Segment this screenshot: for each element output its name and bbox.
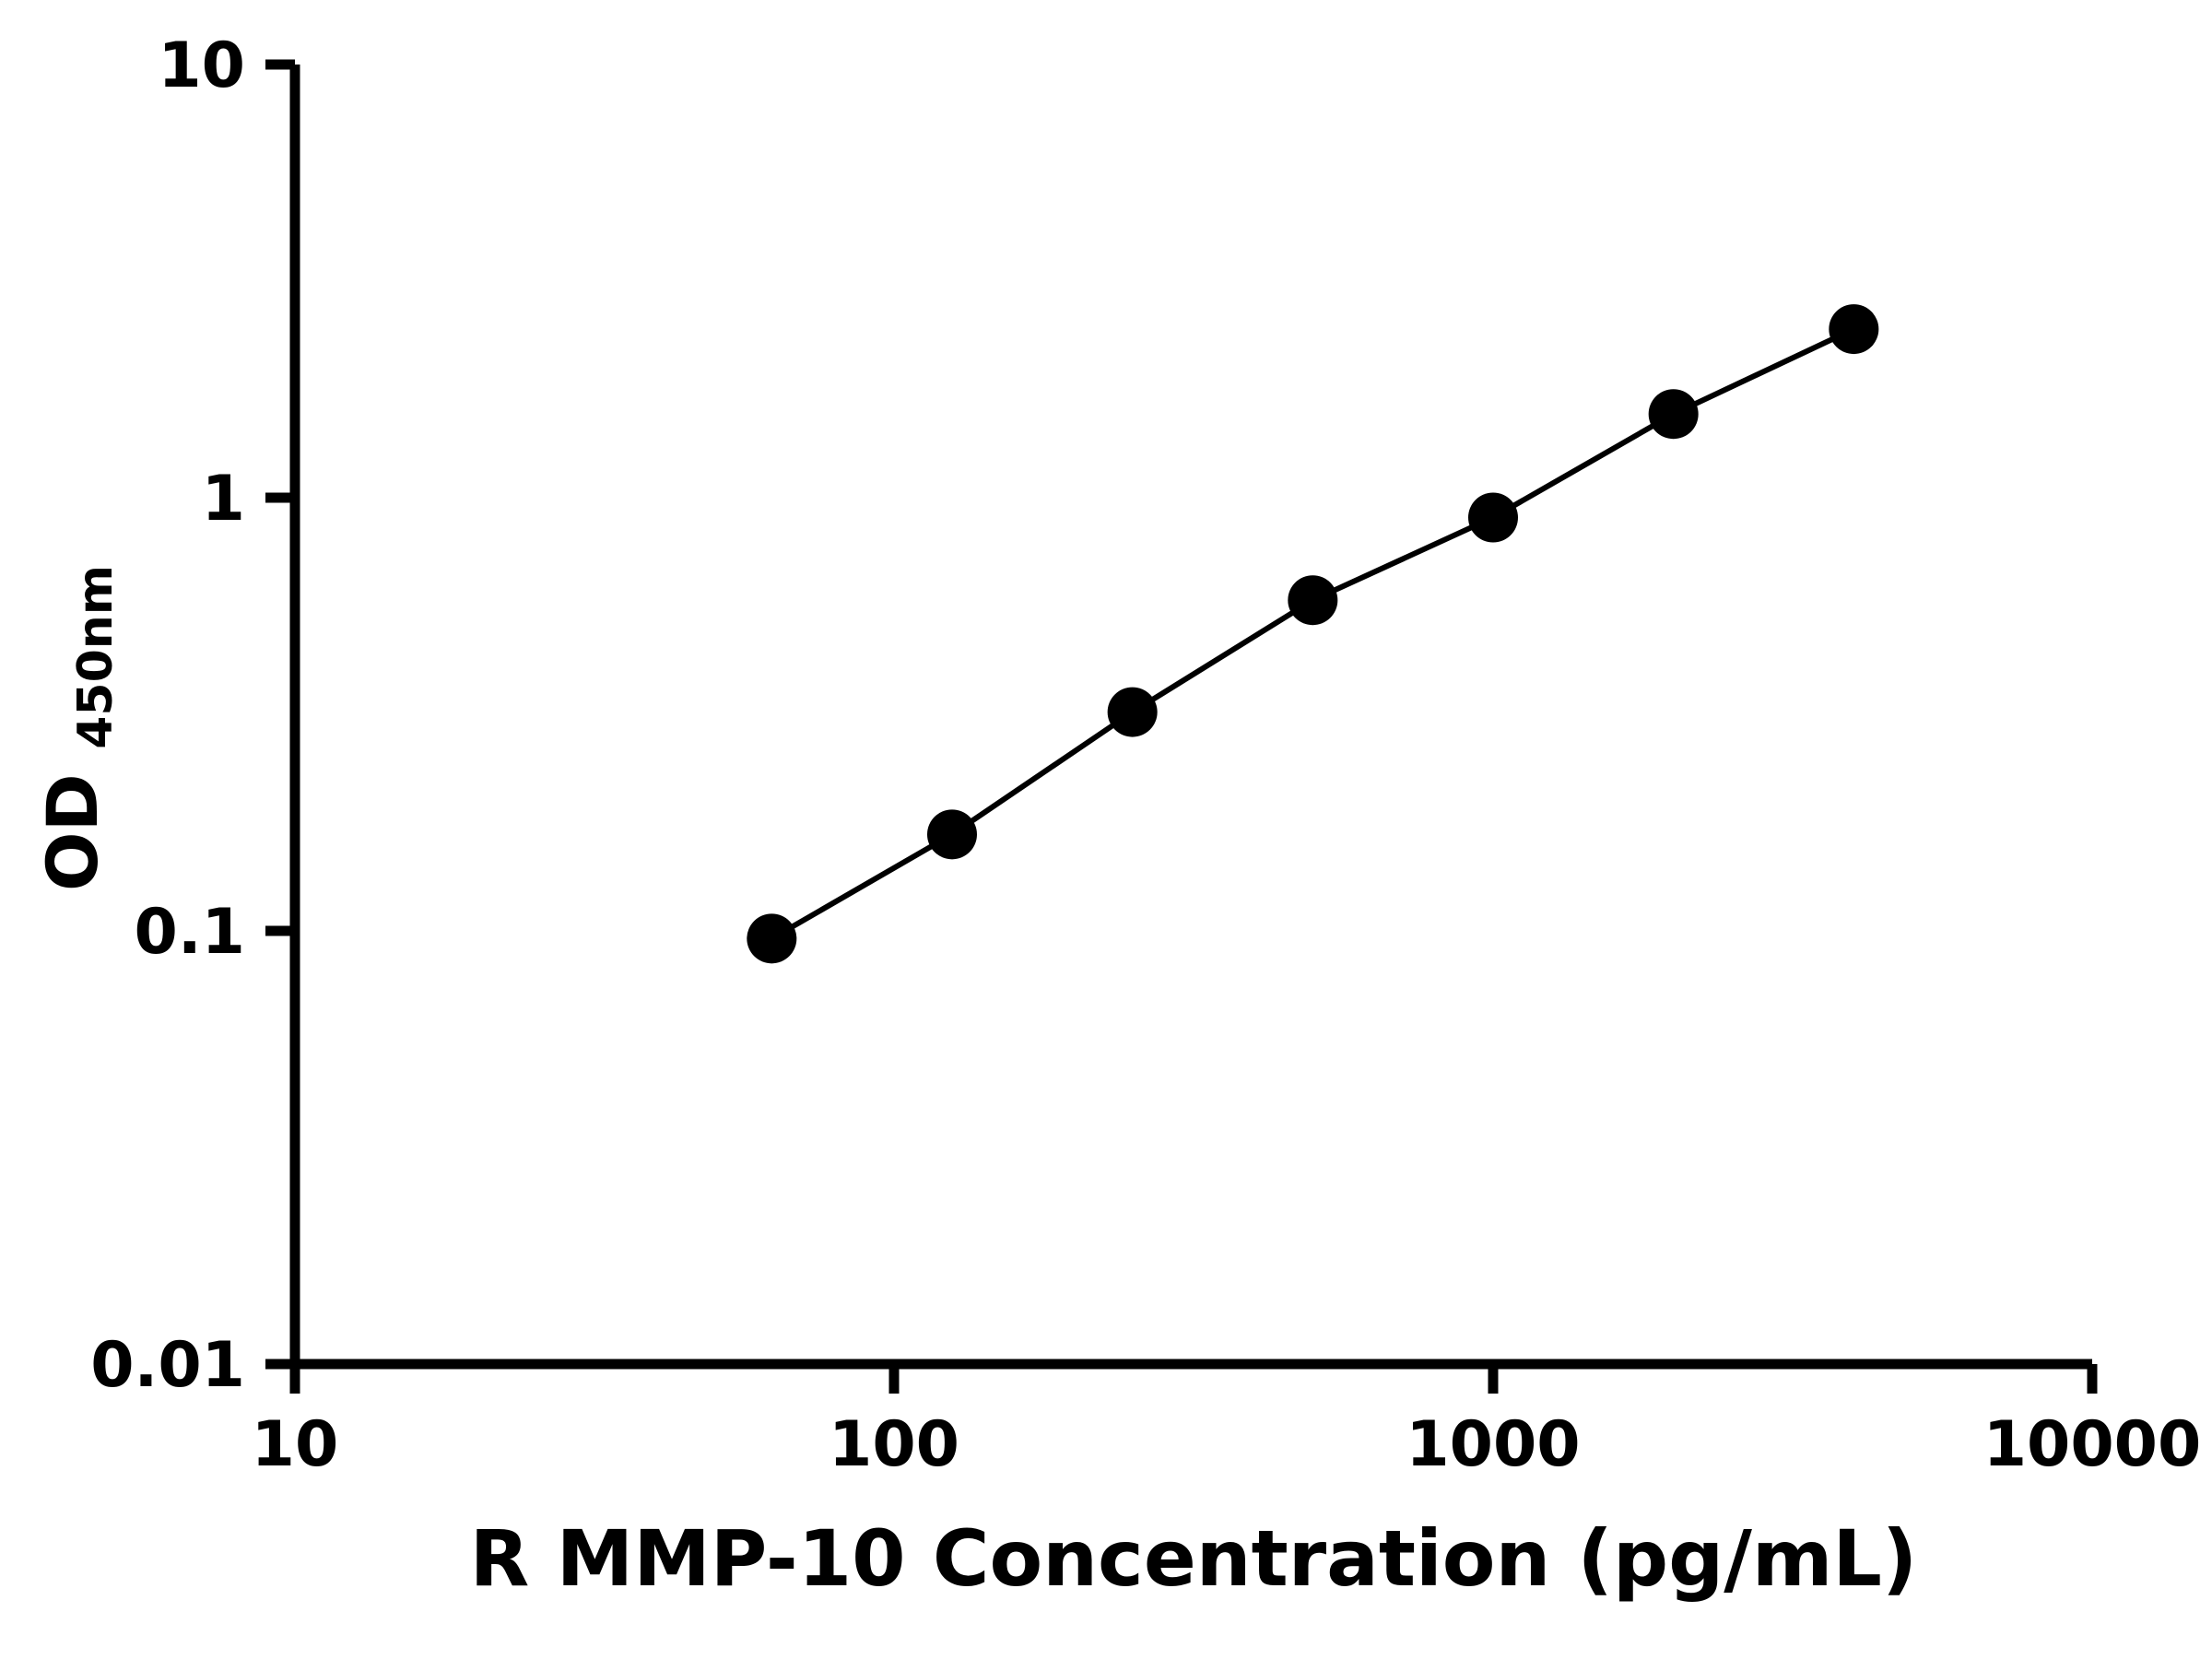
data-point <box>1829 304 1879 355</box>
data-series <box>747 304 1879 964</box>
data-point <box>1468 492 1518 543</box>
y-axis-title-main: OD <box>31 773 113 891</box>
x-tick-label: 100 <box>829 1408 959 1481</box>
x-tick-label: 1000 <box>1406 1408 1580 1481</box>
ticks <box>265 59 2098 1394</box>
y-axis-title-subscript: 450nm <box>68 565 124 749</box>
x-axis-title: R MMP-10 Concentration (pg/mL) <box>470 1513 1918 1604</box>
y-tick-label: 0.01 <box>90 1329 245 1402</box>
data-point <box>1288 575 1338 626</box>
data-point <box>1107 687 1158 737</box>
y-tick-label: 0.1 <box>135 896 245 969</box>
x-tick-label: 10000 <box>1983 1408 2202 1481</box>
axes <box>289 65 2092 1370</box>
data-point <box>926 809 977 860</box>
y-axis-title: OD 450nm <box>31 565 124 891</box>
tick-labels: 10 100 1000 10000 10 1 0.1 0.01 <box>90 29 2201 1481</box>
y-tick-label: 10 <box>158 29 245 102</box>
x-tick-label: 10 <box>252 1408 339 1481</box>
data-point <box>747 913 797 964</box>
y-tick-label: 1 <box>202 463 245 535</box>
data-point <box>1648 389 1699 440</box>
